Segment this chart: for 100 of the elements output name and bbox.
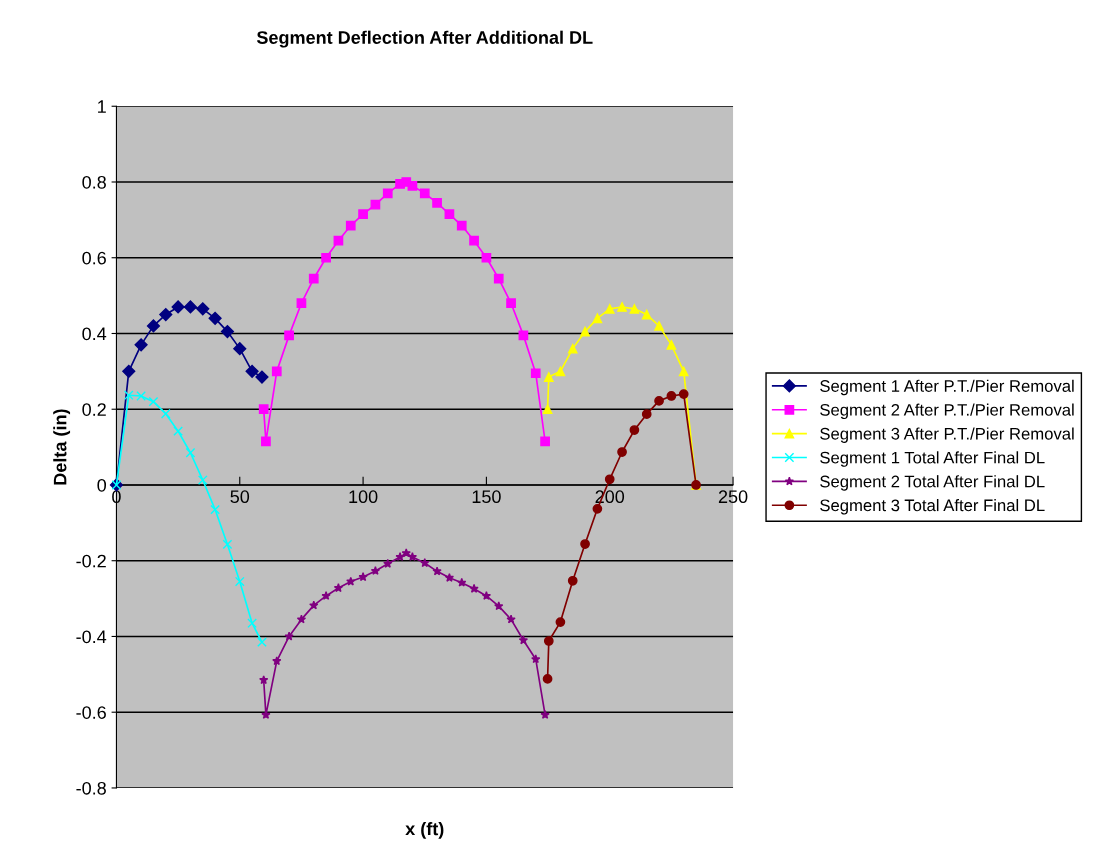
point [208, 311, 222, 325]
point [261, 436, 271, 447]
point [159, 307, 173, 322]
point [592, 503, 603, 514]
chart-title: Segment Deflection After Additional DL [256, 30, 593, 48]
point [123, 390, 134, 401]
point [245, 364, 259, 378]
point [604, 304, 615, 314]
point [185, 447, 196, 458]
point [629, 304, 640, 314]
point [321, 252, 331, 263]
point [543, 372, 554, 382]
point [419, 188, 430, 199]
point [580, 539, 590, 549]
point [255, 370, 269, 384]
point [382, 188, 393, 199]
point [122, 364, 136, 378]
y-tick-label: 0.4 [82, 327, 107, 341]
point [272, 656, 282, 666]
point [395, 552, 405, 561]
point [629, 425, 640, 435]
point [530, 368, 541, 379]
point [432, 197, 442, 208]
point [233, 342, 247, 356]
point [493, 273, 504, 284]
point [136, 391, 146, 401]
point [543, 636, 554, 646]
point [540, 436, 550, 447]
point [160, 408, 171, 419]
legend-label: Segment 1 After P.T./Pier Removal [820, 379, 1074, 396]
point [555, 617, 566, 627]
point [370, 566, 381, 576]
point [604, 474, 615, 485]
point [222, 539, 233, 550]
x-tick-label: 50 [230, 490, 250, 504]
point [309, 600, 319, 610]
point [321, 591, 331, 601]
point [444, 572, 455, 582]
point [654, 396, 664, 406]
legend-label: Segment 1 Total After Final DL [820, 451, 1045, 467]
point [247, 618, 257, 629]
point [678, 389, 689, 399]
point [444, 209, 455, 220]
point [654, 321, 664, 331]
point [531, 654, 541, 664]
point [358, 572, 368, 582]
point [506, 614, 516, 624]
point [420, 558, 430, 568]
y-tick-label: 0.6 [82, 251, 106, 265]
legend-label: Segment 2 After P.T./Pier Removal [820, 403, 1074, 420]
point [333, 583, 344, 593]
y-tick-label: 0.2 [82, 403, 106, 416]
point [134, 338, 148, 352]
point [494, 601, 504, 611]
point [173, 426, 183, 437]
x-tick-label: 150 [472, 490, 501, 504]
legend-label: Segment 3 Total After Final DL [820, 499, 1045, 515]
point [617, 302, 627, 312]
point [592, 313, 603, 324]
y-axis-title: Delta (in) [53, 409, 71, 485]
point [257, 637, 267, 648]
point [555, 366, 566, 377]
point [432, 566, 442, 576]
point [666, 391, 677, 401]
point [171, 300, 185, 314]
point [518, 635, 529, 645]
point [407, 180, 418, 191]
point [146, 319, 161, 333]
point [641, 309, 652, 320]
y-tick-label: 1 [98, 100, 106, 113]
point [345, 220, 356, 231]
point [567, 575, 578, 586]
point [234, 576, 245, 587]
x-tick-label: 100 [349, 490, 378, 504]
point [456, 220, 467, 231]
point [580, 326, 590, 337]
y-tick-label: -0.6 [76, 706, 106, 719]
point [271, 366, 282, 377]
point [678, 366, 689, 377]
point [296, 298, 307, 309]
point [469, 583, 479, 593]
y-tick-label: -0.4 [76, 630, 107, 644]
y-tick-label: 0 [97, 478, 107, 492]
point [358, 209, 368, 220]
point [258, 404, 269, 415]
point [481, 591, 492, 601]
y-tick-label: 0.8 [82, 175, 106, 189]
point [641, 409, 652, 420]
point [542, 674, 553, 684]
point [542, 404, 553, 415]
point [407, 552, 418, 561]
point [481, 252, 492, 263]
x-axis-title: x (ft) [405, 822, 444, 839]
point [506, 298, 516, 309]
point [346, 576, 356, 586]
point [617, 447, 627, 457]
y-tick-label: -0.2 [76, 554, 106, 568]
point [197, 475, 208, 485]
y-tick-label: -0.8 [76, 781, 106, 795]
point [540, 709, 550, 719]
